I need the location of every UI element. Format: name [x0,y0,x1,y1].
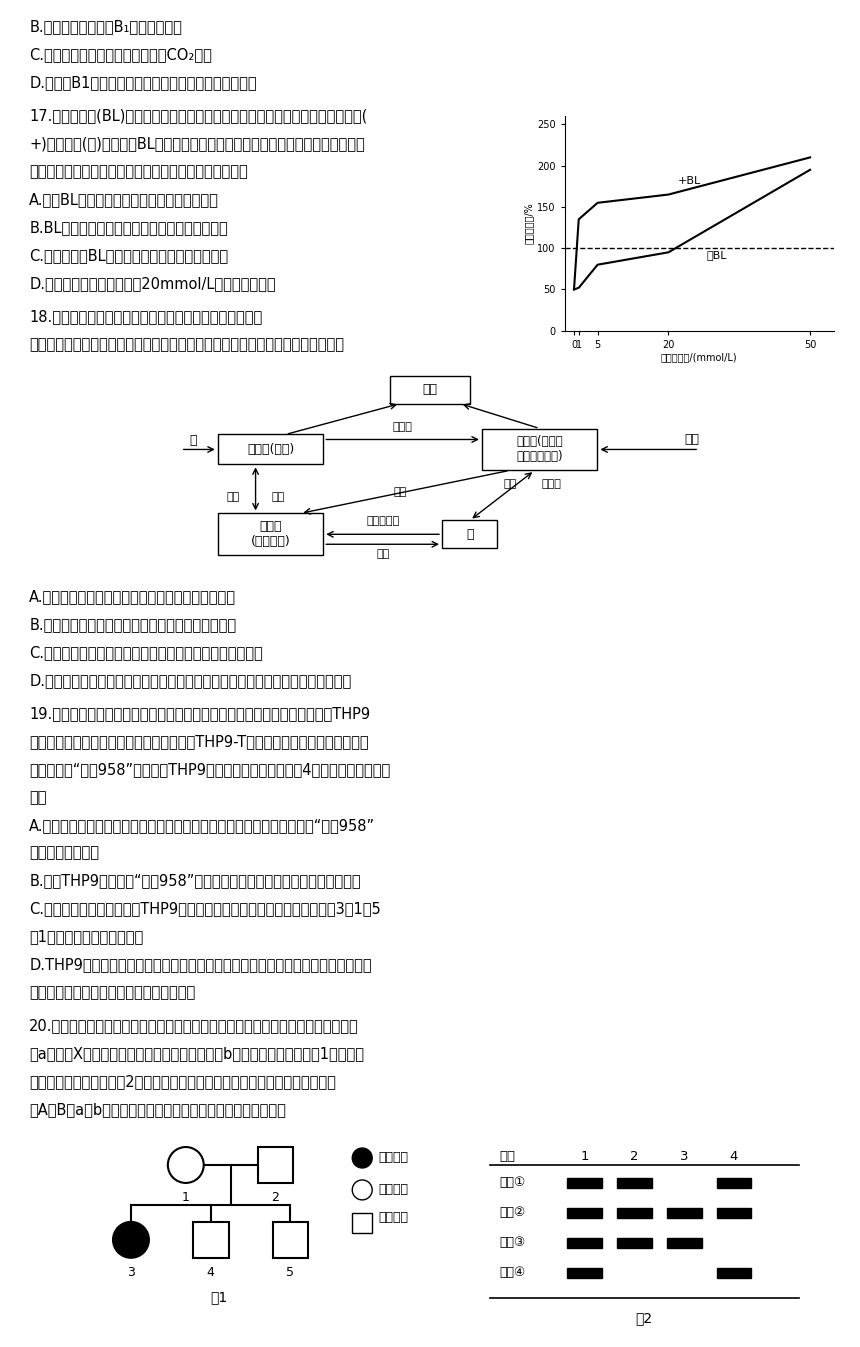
Text: 粪便: 粪便 [394,486,407,497]
Bar [617,1179,652,1188]
Circle shape [113,1222,149,1258]
Text: B.BL和生长素可能通过调控基因的表达发挥作用: B.BL和生长素可能通过调控基因的表达发挥作用 [29,220,228,234]
Text: 饲料: 饲料 [685,432,700,446]
Text: 人: 人 [466,528,474,540]
Text: 17.油菜素内酯(BL)被称为第六类植物激素，某实验小组进行了如下实验，在含有(: 17.油菜素内酯(BL)被称为第六类植物激素，某实验小组进行了如下实验，在含有( [29,108,368,123]
Text: 的天冬酰胺含量可能与高蛋白性状直接相关: 的天冬酰胺含量可能与高蛋白性状直接相关 [29,986,195,1001]
Text: 5: 5 [286,1266,294,1278]
Bar [273,1222,309,1258]
Text: C.若转基因玉米体内含两个THP9基因，则其自交后代的性状分离比可能为3：1、5: C.若转基因玉米体内含两个THP9基因，则其自交后代的性状分离比可能为3：1、5 [29,901,381,916]
Text: 系血友病的遗传图谱，图2表示该家系部分成员与血友病有关的基因的电泳结果: 系血友病的遗传图谱，图2表示该家系部分成员与血友病有关的基因的电泳结果 [29,1074,336,1090]
Bar [257,1148,293,1183]
Bar [666,1208,702,1218]
Text: 4: 4 [206,1266,215,1278]
Bar [218,435,322,465]
Text: C.与森林生态系统相比，该庭院生态系统抗抗力稳定性较弱: C.与森林生态系统相比，该庭院生态系统抗抗力稳定性较弱 [29,645,263,660]
Bar [390,376,470,404]
Text: 图2: 图2 [636,1312,653,1325]
Bar [193,1222,229,1258]
Text: 条带③: 条带③ [500,1237,526,1249]
Bar [353,1212,372,1233]
Text: D.为促进侧根形成，应优选20mmol/L生长素处理幼苗: D.为促进侧根形成，应优选20mmol/L生长素处理幼苗 [29,276,276,291]
Text: 产载培品种“郑单958”中。已知THP9基因编码天冬酰胺合成酯4。下列相关说法正确: 产载培品种“郑单958”中。已知THP9基因编码天冬酰胺合成酯4。下列相关说法正… [29,762,390,777]
Text: ，并通过转基因技术将野生玉米高蛋白基因THP9-T导入我国推广面积最大的玉米生: ，并通过转基因技术将野生玉米高蛋白基因THP9-T导入我国推广面积最大的玉米生 [29,734,369,749]
Text: C.适宜浓度的BL与生长素可协同促进侧根的形成: C.适宜浓度的BL与生长素可协同促进侧根的形成 [29,248,229,263]
Circle shape [353,1148,372,1168]
Bar [567,1208,602,1218]
Text: 患病女性: 患病女性 [378,1152,408,1165]
Text: A.流入该庭院生态系统的能量是生产者固定的太阳能: A.流入该庭院生态系统的能量是生产者固定的太阳能 [29,589,237,605]
Text: B.甲尢患者对维生素B₁的需求量降低: B.甲尢患者对维生素B₁的需求量降低 [29,19,182,35]
Bar [567,1238,602,1247]
Text: 健康女性: 健康女性 [378,1184,408,1196]
Text: 条带①: 条带① [500,1176,526,1189]
Text: 2: 2 [272,1191,280,1204]
Text: 蛋、肉: 蛋、肉 [542,480,562,489]
Bar [567,1179,602,1188]
Text: 废弃物: 废弃物 [393,423,413,432]
Text: 光: 光 [189,434,197,447]
Text: B.若将THP9基因导入“郑单958”需要载体，该载体在蛋白酶的作用下会失活: B.若将THP9基因导入“郑单958”需要载体，该载体在蛋白酶的作用下会失活 [29,874,361,889]
Text: 产品: 产品 [422,383,438,396]
Text: 沼气: 沼气 [376,550,390,559]
Text: 条带④: 条带④ [500,1266,526,1280]
Text: +)或者不含(－)一定浓度BL的琼脂培养基上，利用不同生长素浓度处理、培养某幼: +)或者不含(－)一定浓度BL的琼脂培养基上，利用不同生长素浓度处理、培养某幼 [29,136,365,151]
Bar [482,428,597,470]
Bar [666,1238,702,1247]
Text: 粪便、垃圾: 粪便、垃圾 [366,516,399,527]
Text: 1: 1 [580,1150,589,1162]
Text: 可能存在生殖隔离: 可能存在生殖隔离 [29,846,99,861]
Text: D.THP9基因通过控制酶的合成控制代谢，进而控制玉米的高蛋白性状，玉米细胞内: D.THP9基因通过控制酶的合成控制代谢，进而控制玉米的高蛋白性状，玉米细胞内 [29,958,372,973]
Text: 枝叶: 枝叶 [272,493,286,502]
Text: 生产者(果肉): 生产者(果肉) [247,443,294,457]
Bar [716,1268,752,1278]
Bar [716,1179,752,1188]
Circle shape [353,1180,372,1200]
Text: 为a，位于X染色体上，控制乙型血友病的基因为b，位于常染色体上。图1表示某家: 为a，位于X染色体上，控制乙型血友病的基因为b，位于常染色体上。图1表示某家 [29,1047,365,1061]
Text: A.野生玉米驯化过程中丢失了高蛋白基因可能是染色体变异造成的，它与“郑单958”: A.野生玉米驯化过程中丢失了高蛋白基因可能是染色体变异造成的，它与“郑单958” [29,818,376,832]
Text: B.该生态系统的设计遵循了循环、自生等生态学原理: B.该生态系统的设计遵循了循环、自生等生态学原理 [29,617,237,632]
Text: 苗，一段时间后，统计结果如图所示。下列叙述正确的是: 苗，一段时间后，统计结果如图所示。下列叙述正确的是 [29,164,248,179]
Bar [442,520,497,548]
Text: 某农户在从事农业活动中建立了庭院生态系统（结构如下图），相关叙述正确的是: 某农户在从事农业活动中建立了庭院生态系统（结构如下图），相关叙述正确的是 [29,337,344,352]
Text: ：1或全部表现为高蛋白子代: ：1或全部表现为高蛋白子代 [29,929,144,944]
Text: 健康男性: 健康男性 [378,1211,408,1224]
Circle shape [168,1148,204,1183]
Text: 20.由于缺乏的凝血因子不同，血友病存在甲和乙两种类型。控制甲型血友病的基因: 20.由于缺乏的凝血因子不同，血友病存在甲和乙两种类型。控制甲型血友病的基因 [29,1018,359,1033]
Text: 18.建设生态文明是关系人民幸福，关系民族未来的大计。: 18.建设生态文明是关系人民幸福，关系民族未来的大计。 [29,308,262,323]
Bar [617,1238,652,1247]
Text: D.从能量流动的角度来看，生态农业实现了能量的多级利用，提高了能量的利用率: D.从能量流动的角度来看，生态农业实现了能量的多级利用，提高了能量的利用率 [29,674,352,688]
Bar [617,1208,652,1218]
Text: 19.经过十年不懈努力，我国科学家首次从野生玉米中成功克隆出高蛋白基因THP9: 19.经过十年不懈努力，我国科学家首次从野生玉米中成功克隆出高蛋白基因THP9 [29,706,371,721]
Text: 4: 4 [730,1150,738,1162]
Text: C.高乳酸血症患者无氧呼吸产生的CO₂增多: C.高乳酸血症患者无氧呼吸产生的CO₂增多 [29,47,212,62]
Text: 1: 1 [181,1191,190,1204]
Text: 3: 3 [127,1266,135,1278]
Text: 人力: 人力 [503,480,516,489]
Bar [218,513,322,555]
Text: 条带②: 条带② [500,1207,526,1219]
Text: A.随着BL浓度增大，幼苗侧根形成率逐渐升高: A.随着BL浓度增大，幼苗侧根形成率逐渐升高 [29,193,219,207]
Text: 2: 2 [630,1150,639,1162]
Text: 成员: 成员 [500,1150,516,1162]
Text: 沼气池
(含分解者): 沼气池 (含分解者) [250,520,291,548]
Text: （A、B、a、b基因均只电泳出一个条带）。下列说法正确的是: （A、B、a、b基因均只电泳出一个条带）。下列说法正确的是 [29,1102,286,1117]
Text: 的是: 的是 [29,789,46,804]
Bar [716,1208,752,1218]
Bar [567,1268,602,1278]
Text: 沼渣: 沼渣 [226,493,239,502]
Text: 3: 3 [680,1150,688,1162]
Text: D.维生素B1缺乏导致供给丙酮酸氧化分解的活化能减少: D.维生素B1缺乏导致供给丙酮酸氧化分解的活化能减少 [29,75,257,90]
Text: 消费者(昆虫、
鸟、鸡、鸭等): 消费者(昆虫、 鸟、鸡、鸭等) [516,435,563,463]
Text: 图1: 图1 [211,1289,228,1304]
